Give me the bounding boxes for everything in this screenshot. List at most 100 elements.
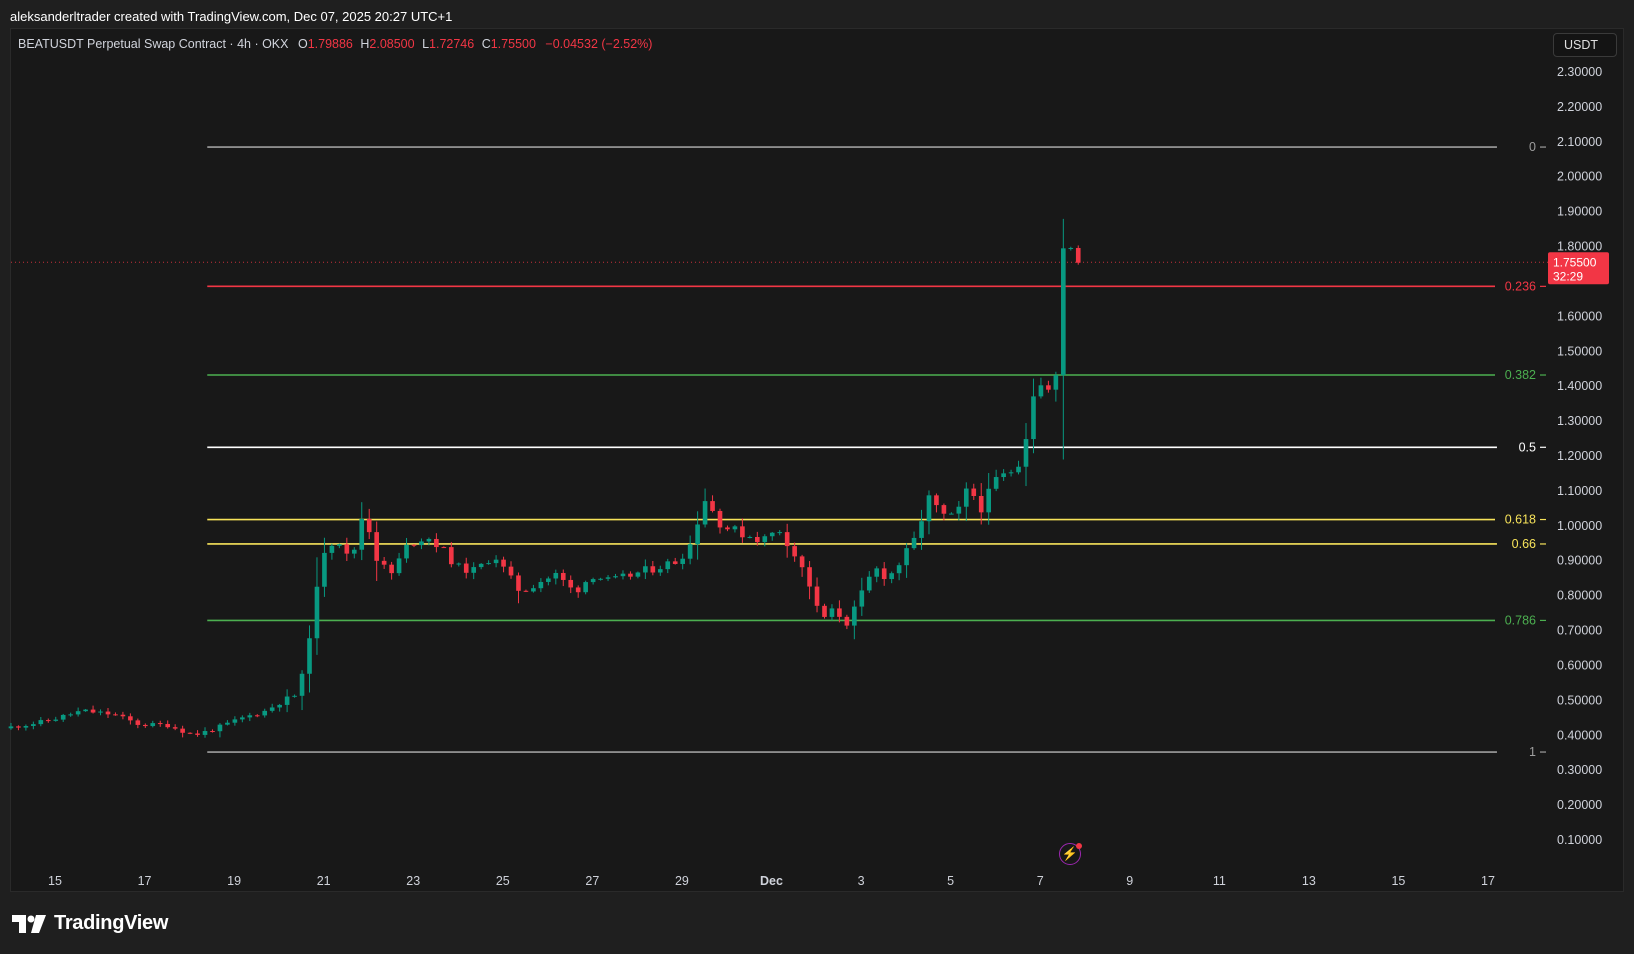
candle-body bbox=[374, 532, 379, 561]
y-tick-label: 2.10000 bbox=[1557, 135, 1602, 149]
y-tick-label: 0.10000 bbox=[1557, 833, 1602, 847]
x-tick-label: 9 bbox=[1126, 874, 1133, 888]
candle-body bbox=[232, 719, 238, 723]
x-tick-label: 3 bbox=[858, 874, 865, 888]
lightning-icon[interactable]: ⚡ bbox=[1059, 843, 1082, 865]
candle-body bbox=[23, 725, 29, 728]
x-tick-label: 29 bbox=[675, 874, 689, 888]
candle-body bbox=[45, 720, 51, 722]
candle-body bbox=[799, 556, 805, 568]
candle-body bbox=[822, 605, 827, 617]
candle-body bbox=[941, 505, 947, 514]
candle-body bbox=[299, 673, 305, 696]
x-tick-label: 23 bbox=[406, 874, 420, 888]
candle-body bbox=[605, 577, 611, 579]
candle-body bbox=[702, 501, 708, 525]
candle-body bbox=[53, 719, 59, 721]
y-tick-label: 2.30000 bbox=[1557, 65, 1602, 79]
open-value: 1.79886 bbox=[307, 37, 353, 51]
y-tick-label: 1.00000 bbox=[1557, 519, 1602, 533]
candle-body bbox=[949, 513, 954, 515]
x-tick-label: 17 bbox=[1481, 874, 1495, 888]
candle-body bbox=[814, 586, 820, 606]
candle-body bbox=[225, 722, 230, 725]
candle-body bbox=[680, 558, 685, 564]
candle-body bbox=[508, 566, 514, 576]
candle-body bbox=[672, 561, 678, 564]
candle-body bbox=[329, 545, 335, 553]
candle-body bbox=[956, 506, 962, 514]
candle-body bbox=[725, 527, 730, 530]
candle-body bbox=[16, 726, 21, 728]
tradingview-logo-icon bbox=[12, 914, 46, 933]
candle-body bbox=[359, 518, 365, 550]
candle-body bbox=[262, 710, 268, 716]
candle-body bbox=[434, 538, 439, 548]
candle-body bbox=[538, 581, 544, 589]
fib-level-label: 0.66 bbox=[1512, 537, 1536, 551]
symbol-title[interactable]: BEATUSDT Perpetual Swap Contract · 4h · … bbox=[18, 37, 289, 51]
tradingview-brand: TradingView bbox=[12, 912, 168, 935]
candle-body bbox=[717, 510, 723, 528]
candle-body bbox=[389, 564, 394, 574]
y-tick-label: 1.50000 bbox=[1557, 344, 1602, 358]
candle-body bbox=[904, 548, 909, 566]
candle-body bbox=[142, 724, 148, 727]
candle-body bbox=[590, 579, 596, 583]
candle-body bbox=[986, 488, 992, 513]
candle-body bbox=[135, 720, 141, 725]
candle-body bbox=[240, 717, 245, 720]
candle-body bbox=[269, 707, 275, 711]
candle-body bbox=[98, 711, 103, 713]
candle-body bbox=[628, 573, 633, 577]
candle-body bbox=[307, 638, 312, 674]
x-tick-label: 21 bbox=[317, 874, 331, 888]
fib-level-label: 0.786 bbox=[1505, 613, 1536, 627]
y-tick-label: 1.20000 bbox=[1557, 449, 1602, 463]
candle-body bbox=[217, 724, 223, 732]
candle-body bbox=[575, 587, 581, 593]
x-tick-label: 19 bbox=[227, 874, 241, 888]
candle-body bbox=[732, 526, 738, 530]
y-tick-label: 1.10000 bbox=[1557, 484, 1602, 498]
x-tick-label: 15 bbox=[1391, 874, 1405, 888]
candle-body bbox=[150, 723, 156, 727]
candle-body bbox=[366, 518, 372, 533]
low-label: L bbox=[422, 37, 430, 51]
candle-body bbox=[165, 723, 171, 728]
candle-body bbox=[456, 563, 462, 565]
y-tick-label: 2.20000 bbox=[1557, 100, 1602, 114]
open-label: O bbox=[297, 37, 308, 51]
candle-body bbox=[740, 526, 745, 538]
candle-body bbox=[665, 561, 671, 570]
candle-body bbox=[896, 565, 902, 574]
candle-body bbox=[1001, 473, 1006, 478]
candle-body bbox=[1053, 375, 1059, 390]
candle-body bbox=[105, 711, 111, 715]
candle-body bbox=[411, 544, 417, 546]
candle-body bbox=[971, 488, 977, 497]
candle-body bbox=[157, 723, 163, 725]
candle-body bbox=[650, 566, 656, 573]
currency-button[interactable]: USDT bbox=[1553, 33, 1617, 57]
candle-body bbox=[852, 606, 857, 626]
y-tick-label: 0.60000 bbox=[1557, 658, 1602, 672]
candle-body bbox=[881, 568, 887, 580]
candle-body bbox=[172, 727, 178, 729]
x-tick-label: Dec bbox=[760, 874, 783, 888]
candle-body bbox=[755, 537, 760, 543]
close-label: C bbox=[481, 37, 491, 51]
y-tick-label: 0.90000 bbox=[1557, 554, 1602, 568]
candle-body bbox=[344, 544, 350, 554]
candle-body bbox=[807, 567, 812, 587]
candle-body bbox=[292, 695, 297, 697]
candle-body bbox=[777, 532, 783, 534]
candle-body bbox=[859, 590, 865, 607]
candle-body bbox=[381, 560, 387, 565]
candle-body bbox=[202, 731, 208, 735]
candle-body bbox=[769, 532, 775, 537]
candle-body bbox=[284, 696, 290, 705]
candle-body bbox=[1031, 396, 1036, 440]
candle-body bbox=[978, 496, 984, 513]
